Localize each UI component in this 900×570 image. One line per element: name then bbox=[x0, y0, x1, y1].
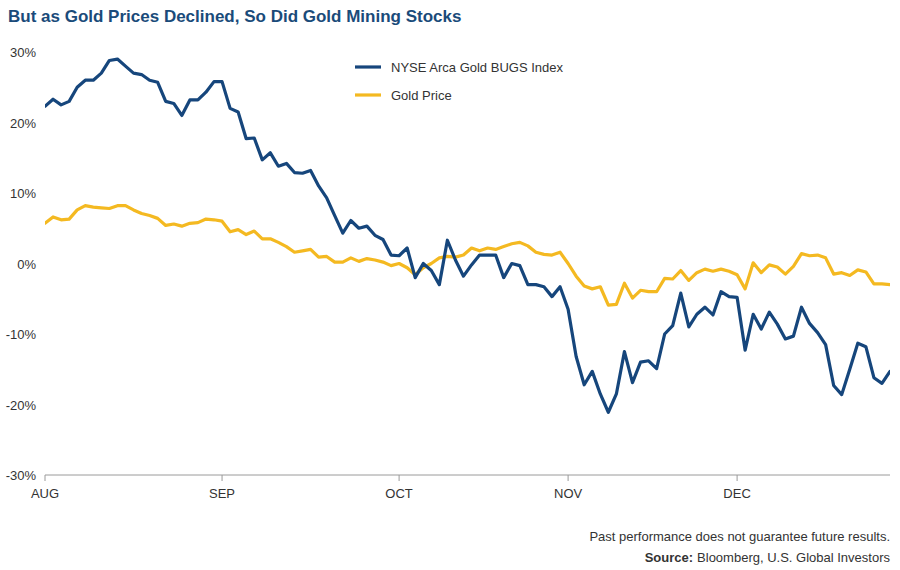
legend-swatch bbox=[355, 93, 381, 96]
y-tick-label: 30% bbox=[10, 45, 36, 60]
legend-label: Gold Price bbox=[391, 88, 452, 103]
y-tick-label: -30% bbox=[6, 468, 37, 483]
series-line bbox=[45, 206, 890, 305]
y-tick-label: 10% bbox=[10, 186, 36, 201]
x-tick bbox=[568, 475, 569, 481]
plot-area bbox=[45, 59, 890, 412]
y-tick-label: -20% bbox=[6, 398, 37, 413]
y-tick-label: 0% bbox=[17, 257, 36, 272]
x-tick bbox=[222, 475, 223, 481]
note: Past performance does not guarantee futu… bbox=[589, 529, 890, 544]
x-tick-label: OCT bbox=[385, 486, 413, 501]
chart: But as Gold Prices Declined, So Did Gold… bbox=[0, 0, 900, 570]
x-tick-label: DEC bbox=[723, 486, 750, 501]
legend-label: NYSE Arca Gold BUGS Index bbox=[391, 60, 563, 75]
legend: NYSE Arca Gold BUGS Index Gold Price bbox=[355, 60, 563, 103]
source-text: Bloomberg, U.S. Global Investors bbox=[697, 550, 890, 565]
legend-swatch bbox=[355, 65, 381, 68]
x-tick bbox=[737, 475, 738, 481]
x-tick bbox=[399, 475, 400, 481]
source-label: Source: bbox=[645, 550, 693, 565]
title: But as Gold Prices Declined, So Did Gold… bbox=[8, 7, 461, 26]
x-axis bbox=[45, 475, 890, 476]
y-tick-label: 20% bbox=[10, 116, 36, 131]
x-tick-label: AUG bbox=[31, 486, 59, 501]
source: Source: Bloomberg, U.S. Global Investors bbox=[645, 550, 891, 565]
y-tick-label: -10% bbox=[6, 327, 37, 342]
x-tick bbox=[45, 475, 46, 481]
x-tick-label: NOV bbox=[554, 486, 583, 501]
series-line bbox=[45, 59, 890, 412]
x-tick-label: SEP bbox=[209, 486, 235, 501]
